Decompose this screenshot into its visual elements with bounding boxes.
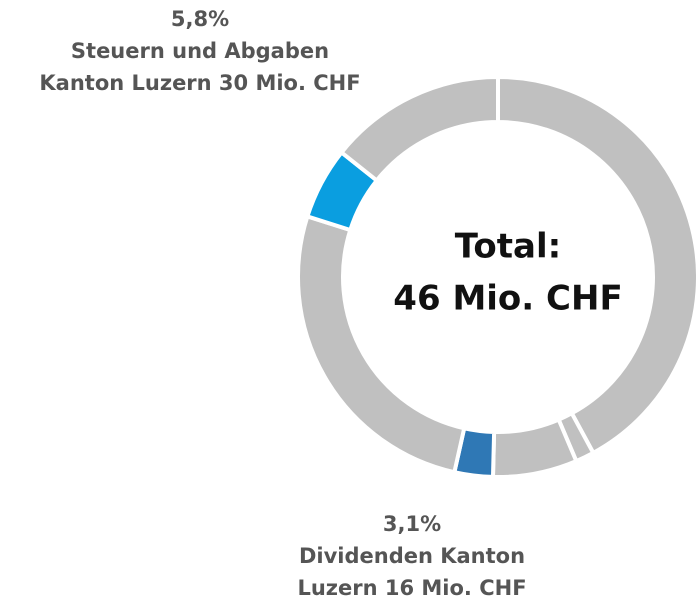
donut-segment [338, 74, 500, 184]
category-label: Steuern und Abgaben [71, 39, 329, 63]
category-label: Luzern 16 Mio. CHF [297, 576, 526, 600]
value-label: 3,1% [383, 512, 441, 536]
center-label: 46 Mio. CHF [393, 279, 622, 319]
donut-segment [490, 417, 579, 479]
category-label: Kanton Luzern 30 Mio. CHF [39, 71, 360, 95]
donut-segment [296, 213, 467, 475]
donut-segment [496, 74, 696, 456]
category-label: Dividenden Kanton [299, 544, 525, 568]
center-label: Total: [455, 227, 561, 267]
value-label: 5,8% [171, 7, 229, 31]
